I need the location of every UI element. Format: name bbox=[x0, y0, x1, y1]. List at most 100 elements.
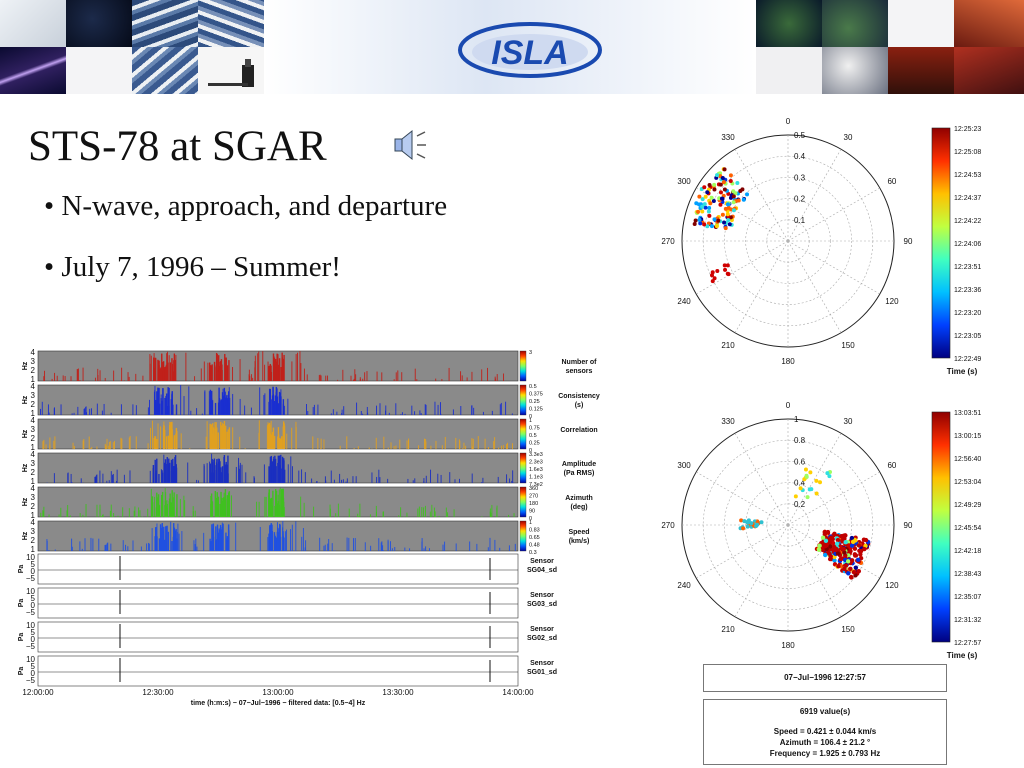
spectrogram-streak bbox=[67, 472, 69, 483]
spectrogram-blob bbox=[224, 464, 227, 483]
spectrogram-blob bbox=[280, 396, 282, 415]
spectrogram-streak bbox=[512, 470, 514, 483]
spectrogram-streak bbox=[412, 480, 414, 483]
spectrogram-streak bbox=[108, 480, 110, 483]
colorbar-time-label: 12:23:36 bbox=[954, 287, 981, 294]
spectrogram-streak bbox=[324, 476, 326, 483]
freq-tick-label: 4 bbox=[31, 518, 36, 527]
spectrogram-streak bbox=[416, 379, 418, 381]
scatter-point bbox=[808, 470, 813, 475]
spectrogram-streak bbox=[180, 433, 182, 449]
colorbar-time-label: 12:42:18 bbox=[954, 548, 981, 555]
spectrogram-blob bbox=[169, 362, 172, 381]
spectrogram-streak bbox=[316, 481, 318, 483]
spectrogram-streak bbox=[263, 395, 265, 415]
spectrogram-blob bbox=[218, 458, 220, 483]
spectrogram-streak bbox=[323, 439, 325, 449]
spectrogram-blob bbox=[211, 501, 214, 517]
spectrogram-streak bbox=[358, 515, 360, 517]
scatter-point bbox=[731, 194, 736, 199]
spectrogram-blob bbox=[276, 353, 278, 381]
speaker-icon[interactable] bbox=[393, 128, 429, 162]
spectrogram-streak bbox=[83, 408, 85, 415]
spectrogram-streak bbox=[334, 550, 336, 551]
spectrogram-blob bbox=[174, 530, 176, 551]
spectrogram-streak bbox=[307, 411, 309, 415]
spectrogram-streak bbox=[109, 441, 111, 449]
sensor-label: Sensor bbox=[530, 660, 554, 667]
spectrogram-blob bbox=[153, 437, 155, 449]
spectrogram-streak bbox=[201, 413, 203, 415]
spectrogram-streak bbox=[185, 352, 187, 381]
scatter-point bbox=[722, 263, 727, 268]
spectrogram-blob bbox=[213, 361, 216, 381]
info-date-box: 07−Jul−1996 12:27:57 bbox=[703, 664, 947, 692]
spectrogram-blob bbox=[162, 427, 165, 449]
spectrogram-blob bbox=[209, 423, 211, 449]
scatter-point bbox=[725, 263, 730, 268]
scatter-point bbox=[807, 487, 812, 492]
spectrogram-streak bbox=[196, 479, 198, 483]
scatter-point bbox=[723, 267, 728, 272]
wave-tick-label: 0 bbox=[31, 635, 36, 644]
polar-angle-label: 300 bbox=[677, 461, 691, 470]
spectrogram-streak bbox=[312, 407, 314, 415]
spectrogram-blob bbox=[164, 539, 166, 551]
polar-angle-label: 180 bbox=[781, 641, 795, 650]
spectrogram-blob bbox=[268, 533, 270, 551]
wave-tick-label: 10 bbox=[26, 655, 35, 664]
scatter-point bbox=[814, 491, 819, 496]
spectrogram-streak bbox=[418, 506, 420, 517]
freq-tick-label: 4 bbox=[31, 382, 36, 391]
spectrogram-blob bbox=[272, 356, 275, 381]
spectrogram-blob bbox=[226, 431, 228, 449]
scatter-point bbox=[814, 478, 819, 483]
spectrogram-blob bbox=[210, 365, 212, 381]
scatter-point bbox=[715, 173, 720, 178]
spectrogram-blob bbox=[209, 538, 211, 551]
spectrogram-blob bbox=[227, 455, 229, 483]
freq-tick-label: 2 bbox=[31, 468, 36, 477]
spectrogram-blob bbox=[168, 458, 170, 483]
spectrogram-streak bbox=[299, 351, 301, 381]
spectrogram-streak bbox=[463, 442, 465, 449]
freq-tick-label: 1 bbox=[31, 545, 36, 554]
wave-tick-label: 5 bbox=[31, 594, 36, 603]
spectrogram-streak bbox=[46, 539, 48, 551]
row-colorbar bbox=[519, 452, 527, 484]
colorbar-time-label: 12:31:32 bbox=[954, 617, 981, 624]
polar-angle-label: 150 bbox=[841, 341, 855, 350]
wave-unit-label: Pa bbox=[18, 667, 25, 676]
row-label: Amplitude bbox=[562, 461, 596, 468]
banner-tile-sensor bbox=[198, 47, 264, 94]
scatter-point bbox=[745, 524, 750, 529]
spectrogram-blob bbox=[276, 388, 278, 415]
spectrogram-blob bbox=[159, 368, 161, 381]
spectrogram-streak bbox=[357, 446, 359, 449]
spectrogram-streak bbox=[205, 436, 207, 449]
spectrogram-streak bbox=[319, 374, 321, 381]
wave-tick-label: −5 bbox=[26, 676, 36, 685]
colorbar-time-label: 12:23:05 bbox=[954, 333, 981, 340]
scatter-point bbox=[698, 221, 703, 226]
sensor-label: SG01_sd bbox=[527, 669, 557, 676]
scatter-point bbox=[856, 569, 862, 574]
spectrogram-blob bbox=[209, 362, 211, 381]
spectrogram-streak bbox=[266, 425, 268, 449]
spectrogram-streak bbox=[460, 406, 462, 415]
scatter-point bbox=[798, 486, 803, 491]
info-speed: Speed = 0.421 ± 0.044 km/s bbox=[773, 727, 877, 736]
spectrogram-streak bbox=[378, 469, 380, 483]
spectrogram-streak bbox=[60, 404, 62, 415]
spectrogram-streak bbox=[47, 404, 49, 415]
scatter-point bbox=[722, 167, 727, 172]
spectrogram-streak bbox=[116, 469, 118, 483]
spectrogram-streak bbox=[177, 523, 179, 551]
scatter-point bbox=[827, 474, 832, 479]
spectrogram-streak bbox=[424, 438, 426, 449]
spectrogram-streak bbox=[304, 472, 306, 483]
scatter-point bbox=[705, 224, 710, 229]
freq-tick-label: 3 bbox=[31, 391, 36, 400]
spectrogram-streak bbox=[355, 374, 357, 381]
colorbar-time-label: 12:25:08 bbox=[954, 149, 981, 156]
